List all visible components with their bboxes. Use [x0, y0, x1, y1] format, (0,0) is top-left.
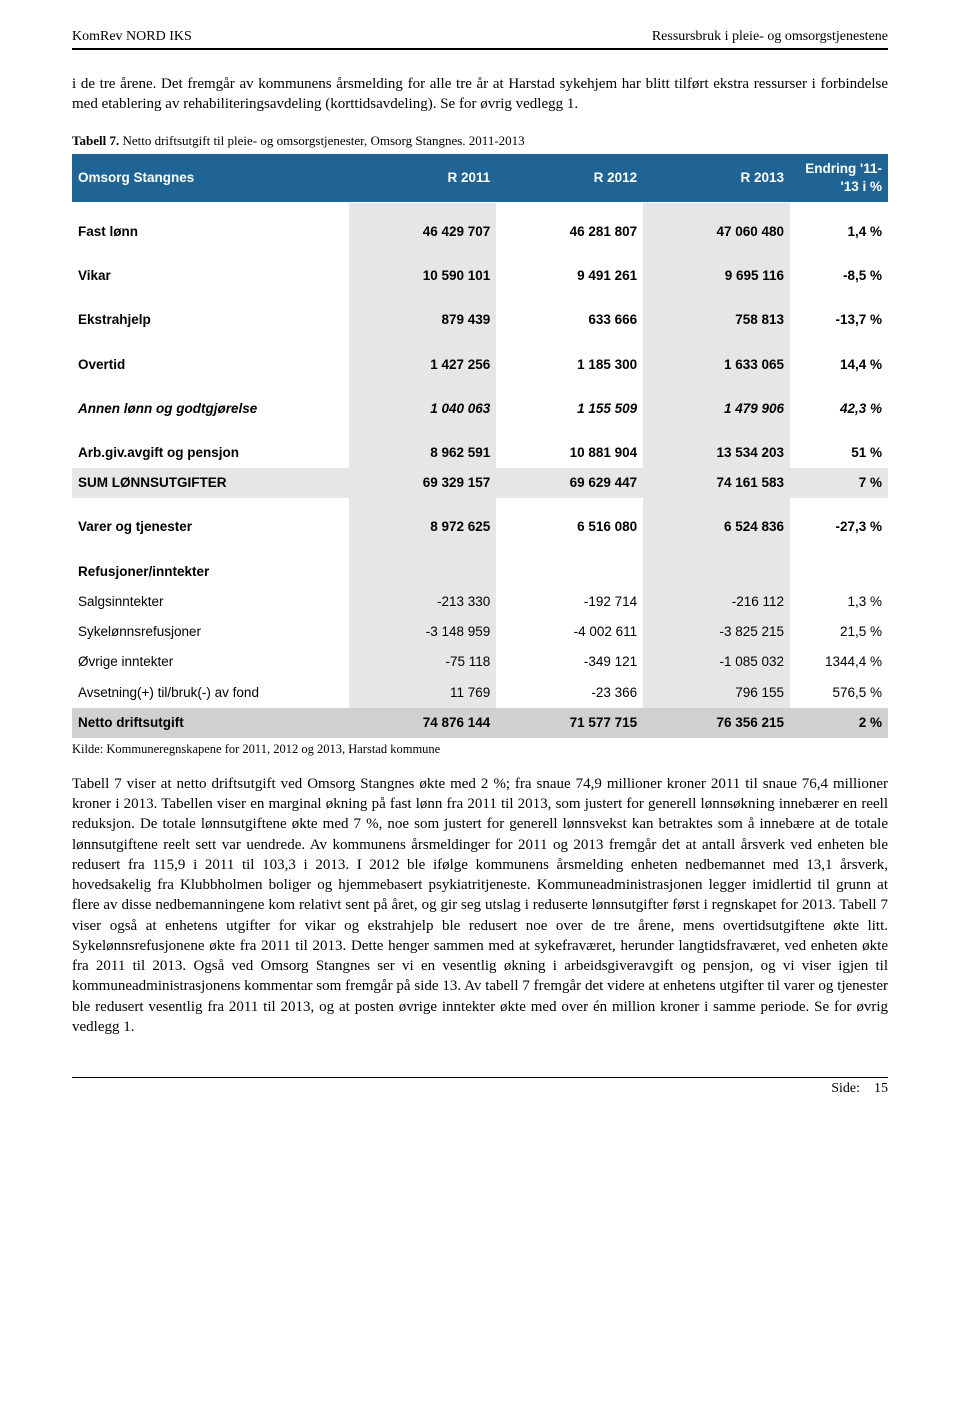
cell-value: 576,5 % [790, 678, 888, 708]
cell-value: 10 881 904 [496, 438, 643, 468]
cell-label: Vikar [72, 261, 349, 291]
cell-value: 74 161 583 [643, 468, 790, 498]
caption-text: Netto driftsutgift til pleie- og omsorgs… [119, 133, 524, 148]
cell-value: -3 825 215 [643, 617, 790, 647]
data-table: Omsorg Stangnes R 2011 R 2012 R 2013 End… [72, 154, 888, 738]
cell-value: 47 060 480 [643, 217, 790, 247]
cell-value: 21,5 % [790, 617, 888, 647]
cell-value: 46 429 707 [349, 217, 496, 247]
cell-label: Salgsinntekter [72, 587, 349, 617]
cell-value: 76 356 215 [643, 708, 790, 738]
cell-value: -8,5 % [790, 261, 888, 291]
cell-value: 6 516 080 [496, 512, 643, 542]
cell-value: 1 155 509 [496, 394, 643, 424]
cell-value: -13,7 % [790, 305, 888, 335]
cell-value: 1 479 906 [643, 394, 790, 424]
cell-value: 758 813 [643, 305, 790, 335]
cell-value: 1 633 065 [643, 350, 790, 380]
cell-value: 1 040 063 [349, 394, 496, 424]
cell-value: 10 590 101 [349, 261, 496, 291]
cell-value: 8 972 625 [349, 512, 496, 542]
header-right: Ressursbruk i pleie- og omsorgstjenesten… [652, 28, 888, 47]
table-source: Kilde: Kommuneregnskapene for 2011, 2012… [72, 741, 888, 758]
cell-label: Annen lønn og godtgjørelse [72, 394, 349, 424]
cell-label: Netto driftsutgift [72, 708, 349, 738]
cell-value: 9 695 116 [643, 261, 790, 291]
cell-label: Ekstrahjelp [72, 305, 349, 335]
cell-value: 1344,4 % [790, 647, 888, 677]
cell-value: 71 577 715 [496, 708, 643, 738]
intro-paragraph: i de tre årene. Det fremgår av kommunens… [72, 74, 888, 115]
row-annenlonn: Annen lønn og godtgjørelse 1 040 063 1 1… [72, 394, 888, 424]
row-sum-lonn: SUM LØNNSUTGIFTER 69 329 157 69 629 447 … [72, 468, 888, 498]
row-salgsinntekter: Salgsinntekter -213 330 -192 714 -216 11… [72, 587, 888, 617]
cell-label: Sykelønnsrefusjoner [72, 617, 349, 647]
cell-value: -27,3 % [790, 512, 888, 542]
cell-value: -4 002 611 [496, 617, 643, 647]
th-r2011: R 2011 [349, 154, 496, 203]
row-ekstrahjelp: Ekstrahjelp 879 439 633 666 758 813 -13,… [72, 305, 888, 335]
th-r2013: R 2013 [643, 154, 790, 203]
footer-page-number: 15 [874, 1080, 888, 1099]
cell-label: SUM LØNNSUTGIFTER [72, 468, 349, 498]
cell-value: 1 427 256 [349, 350, 496, 380]
cell-label: Avsetning(+) til/bruk(-) av fond [72, 678, 349, 708]
row-overtid: Overtid 1 427 256 1 185 300 1 633 065 14… [72, 350, 888, 380]
th-label: Omsorg Stangnes [72, 154, 349, 203]
cell-value: 14,4 % [790, 350, 888, 380]
footer-label: Side: [831, 1080, 860, 1099]
cell-value: 633 666 [496, 305, 643, 335]
cell-value: 2 % [790, 708, 888, 738]
caption-prefix: Tabell 7. [72, 133, 119, 148]
cell-value: 9 491 261 [496, 261, 643, 291]
table-header-row: Omsorg Stangnes R 2011 R 2012 R 2013 End… [72, 154, 888, 203]
cell-value: -23 366 [496, 678, 643, 708]
cell-value: -1 085 032 [643, 647, 790, 677]
cell-value: 7 % [790, 468, 888, 498]
cell-value: 42,3 % [790, 394, 888, 424]
cell-value: 74 876 144 [349, 708, 496, 738]
cell-value: -3 148 959 [349, 617, 496, 647]
row-ovrige: Øvrige inntekter -75 118 -349 121 -1 085… [72, 647, 888, 677]
cell-value: 1,4 % [790, 217, 888, 247]
row-varer: Varer og tjenester 8 972 625 6 516 080 6… [72, 512, 888, 542]
row-arbgiv: Arb.giv.avgift og pensjon 8 962 591 10 8… [72, 438, 888, 468]
cell-value: 11 769 [349, 678, 496, 708]
row-avsetning: Avsetning(+) til/bruk(-) av fond 11 769 … [72, 678, 888, 708]
th-r2012: R 2012 [496, 154, 643, 203]
cell-value: 6 524 836 [643, 512, 790, 542]
th-change: Endring '11-'13 i % [790, 154, 888, 203]
row-fastlonn: Fast lønn 46 429 707 46 281 807 47 060 4… [72, 217, 888, 247]
cell-value: -192 714 [496, 587, 643, 617]
table-caption: Tabell 7. Netto driftsutgift til pleie- … [72, 132, 888, 150]
cell-value: 879 439 [349, 305, 496, 335]
page-header: KomRev NORD IKS Ressursbruk i pleie- og … [72, 28, 888, 50]
cell-value: 13 534 203 [643, 438, 790, 468]
row-sykelonn: Sykelønnsrefusjoner -3 148 959 -4 002 61… [72, 617, 888, 647]
cell-value: 796 155 [643, 678, 790, 708]
cell-value: 1 185 300 [496, 350, 643, 380]
cell-value: 46 281 807 [496, 217, 643, 247]
cell-value: -75 118 [349, 647, 496, 677]
cell-value: -216 112 [643, 587, 790, 617]
cell-value: -349 121 [496, 647, 643, 677]
cell-label: Varer og tjenester [72, 512, 349, 542]
cell-label: Refusjoner/inntekter [72, 557, 349, 587]
body-paragraph: Tabell 7 viser at netto driftsutgift ved… [72, 774, 888, 1037]
cell-value: 69 329 157 [349, 468, 496, 498]
cell-value: 51 % [790, 438, 888, 468]
header-left: KomRev NORD IKS [72, 28, 192, 47]
row-refusjoner-header: Refusjoner/inntekter [72, 557, 888, 587]
cell-label: Arb.giv.avgift og pensjon [72, 438, 349, 468]
cell-label: Fast lønn [72, 217, 349, 247]
cell-label: Overtid [72, 350, 349, 380]
cell-value: 8 962 591 [349, 438, 496, 468]
cell-value: 69 629 447 [496, 468, 643, 498]
cell-value: 1,3 % [790, 587, 888, 617]
cell-value: -213 330 [349, 587, 496, 617]
row-netto: Netto driftsutgift 74 876 144 71 577 715… [72, 708, 888, 738]
cell-label: Øvrige inntekter [72, 647, 349, 677]
row-vikar: Vikar 10 590 101 9 491 261 9 695 116 -8,… [72, 261, 888, 291]
page-footer: Side: 15 [72, 1077, 888, 1099]
